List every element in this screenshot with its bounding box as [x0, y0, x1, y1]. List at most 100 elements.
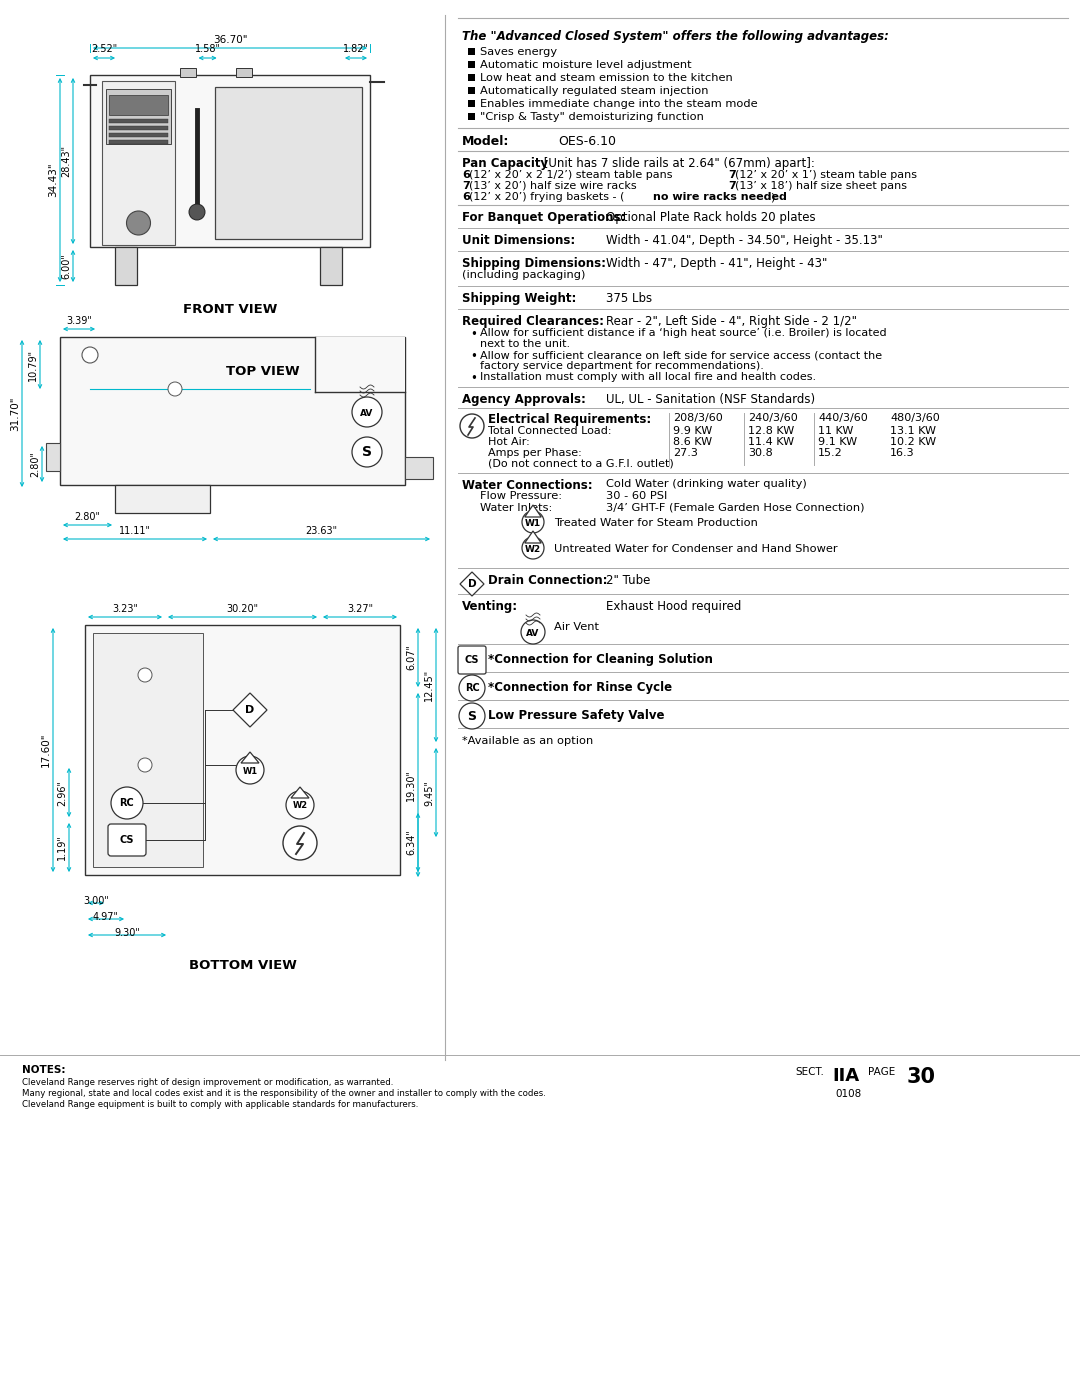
Text: Required Clearances:: Required Clearances: [462, 314, 604, 328]
Text: 3/4’ GHT-F (Female Garden Hose Connection): 3/4’ GHT-F (Female Garden Hose Connectio… [606, 503, 864, 513]
Text: Shipping Dimensions:: Shipping Dimensions: [462, 257, 606, 270]
Bar [60, 337, 405, 485]
Text: 13.1 KW: 13.1 KW [890, 426, 936, 436]
Bar [468, 101, 475, 108]
Bar [90, 75, 370, 247]
Text: 11.4 KW: 11.4 KW [748, 437, 794, 447]
Text: 34.43": 34.43" [48, 162, 58, 197]
Text: 240/3/60: 240/3/60 [748, 414, 798, 423]
Text: Air Vent: Air Vent [554, 622, 599, 631]
Text: •: • [470, 372, 477, 386]
Text: *Available as an option: *Available as an option [462, 736, 593, 746]
Text: Model:: Model: [462, 136, 510, 148]
Polygon shape [525, 504, 541, 517]
Text: "Crisp & Tasty" demoisturizing function: "Crisp & Tasty" demoisturizing function [480, 112, 704, 122]
Text: 15.2: 15.2 [818, 448, 842, 458]
Bar [109, 126, 168, 130]
Text: 30.8: 30.8 [748, 448, 773, 458]
Text: 9.1 KW: 9.1 KW [818, 437, 858, 447]
Text: Drain Connection:: Drain Connection: [488, 574, 607, 587]
FancyBboxPatch shape [108, 824, 146, 856]
Text: (12’ x 20’) frying baskets - (: (12’ x 20’) frying baskets - ( [469, 191, 624, 203]
Text: Cleveland Range equipment is built to comply with applicable standards for manuf: Cleveland Range equipment is built to co… [22, 1099, 418, 1109]
Bar [468, 113, 475, 120]
Text: Treated Water for Steam Production: Treated Water for Steam Production [554, 518, 758, 528]
Bar [109, 133, 168, 137]
Text: Pan Capacity: Pan Capacity [462, 156, 549, 170]
Text: Low Pressure Safety Valve: Low Pressure Safety Valve [488, 710, 664, 722]
Text: 31.70": 31.70" [10, 397, 21, 430]
Circle shape [460, 414, 484, 439]
Text: 2.80": 2.80" [30, 451, 40, 476]
Text: 1.19": 1.19" [57, 834, 67, 861]
Circle shape [138, 759, 152, 773]
Bar [114, 485, 210, 513]
Text: Automatic moisture level adjustment: Automatic moisture level adjustment [480, 60, 691, 70]
Bar [109, 140, 168, 144]
Bar [102, 81, 175, 244]
Text: Electrical Requirements:: Electrical Requirements: [488, 414, 651, 426]
Text: The "Advanced Closed System" offers the following advantages:: The "Advanced Closed System" offers the … [462, 29, 889, 43]
Polygon shape [460, 571, 484, 597]
Text: Automatically regulated steam injection: Automatically regulated steam injection [480, 87, 708, 96]
Text: BOTTOM VIEW: BOTTOM VIEW [189, 958, 296, 972]
Text: Unit Dimensions:: Unit Dimensions: [462, 235, 576, 247]
Circle shape [168, 381, 183, 395]
Text: 11.11": 11.11" [119, 527, 151, 536]
Text: 9.45": 9.45" [424, 780, 434, 806]
Circle shape [522, 511, 544, 534]
Text: W2: W2 [293, 802, 308, 810]
Bar [109, 95, 168, 115]
Text: 7: 7 [728, 170, 735, 180]
Text: 3.00": 3.00" [83, 895, 109, 907]
Text: 3.23": 3.23" [112, 604, 138, 615]
Text: 7: 7 [462, 182, 470, 191]
Text: Venting:: Venting: [462, 599, 518, 613]
Circle shape [286, 791, 314, 819]
Text: *Connection for Cleaning Solution: *Connection for Cleaning Solution [488, 652, 713, 666]
Text: W1: W1 [525, 518, 541, 528]
Text: For Banquet Operations:: For Banquet Operations: [462, 211, 625, 224]
Text: Enables immediate change into the steam mode: Enables immediate change into the steam … [480, 99, 758, 109]
Text: (12’ x 20’ x 1’) steam table pans: (12’ x 20’ x 1’) steam table pans [735, 170, 917, 180]
Text: 1.82": 1.82" [343, 43, 369, 54]
Text: ): ) [770, 191, 774, 203]
Bar [93, 633, 203, 868]
Text: Cold Water (drinking water quality): Cold Water (drinking water quality) [606, 479, 807, 489]
Circle shape [126, 211, 150, 235]
Text: 375 Lbs: 375 Lbs [606, 292, 652, 305]
FancyBboxPatch shape [458, 645, 486, 673]
Circle shape [138, 668, 152, 682]
Text: IIA: IIA [832, 1067, 859, 1085]
Text: CS: CS [120, 835, 134, 845]
Bar [237, 68, 252, 77]
Text: RC: RC [120, 798, 134, 807]
Polygon shape [525, 531, 541, 543]
Text: Rear - 2", Left Side - 4", Right Side - 2 1/2": Rear - 2", Left Side - 4", Right Side - … [606, 314, 858, 328]
Text: 30.20": 30.20" [227, 604, 258, 615]
Bar [468, 74, 475, 81]
Text: Allow for sufficient distance if a ‘high heat source’ (i.e. Broiler) is located: Allow for sufficient distance if a ‘high… [480, 328, 887, 338]
Text: UL, UL - Sanitation (NSF Standards): UL, UL - Sanitation (NSF Standards) [606, 393, 815, 407]
Text: 9.9 KW: 9.9 KW [673, 426, 712, 436]
Text: Low heat and steam emission to the kitchen: Low heat and steam emission to the kitch… [480, 73, 732, 82]
Text: Shipping Weight:: Shipping Weight: [462, 292, 577, 305]
Text: next to the unit.: next to the unit. [480, 339, 570, 349]
Text: 19.30": 19.30" [406, 768, 416, 800]
Text: 11 KW: 11 KW [818, 426, 853, 436]
Text: RC: RC [464, 683, 480, 693]
Text: Width - 41.04", Depth - 34.50", Height - 35.13": Width - 41.04", Depth - 34.50", Height -… [606, 235, 882, 247]
Text: 208/3/60: 208/3/60 [673, 414, 723, 423]
Text: 27.3: 27.3 [673, 448, 698, 458]
Text: 6.07": 6.07" [406, 644, 416, 671]
Text: •: • [470, 328, 477, 341]
Text: 36.70": 36.70" [213, 35, 247, 45]
Text: FRONT VIEW: FRONT VIEW [183, 303, 278, 316]
Text: 30 - 60 PSI: 30 - 60 PSI [606, 490, 667, 502]
Text: 440/3/60: 440/3/60 [818, 414, 867, 423]
Text: (including packaging): (including packaging) [462, 270, 585, 279]
Circle shape [283, 826, 318, 861]
Text: 6: 6 [462, 191, 470, 203]
Bar [109, 119, 168, 123]
Bar [180, 68, 195, 77]
